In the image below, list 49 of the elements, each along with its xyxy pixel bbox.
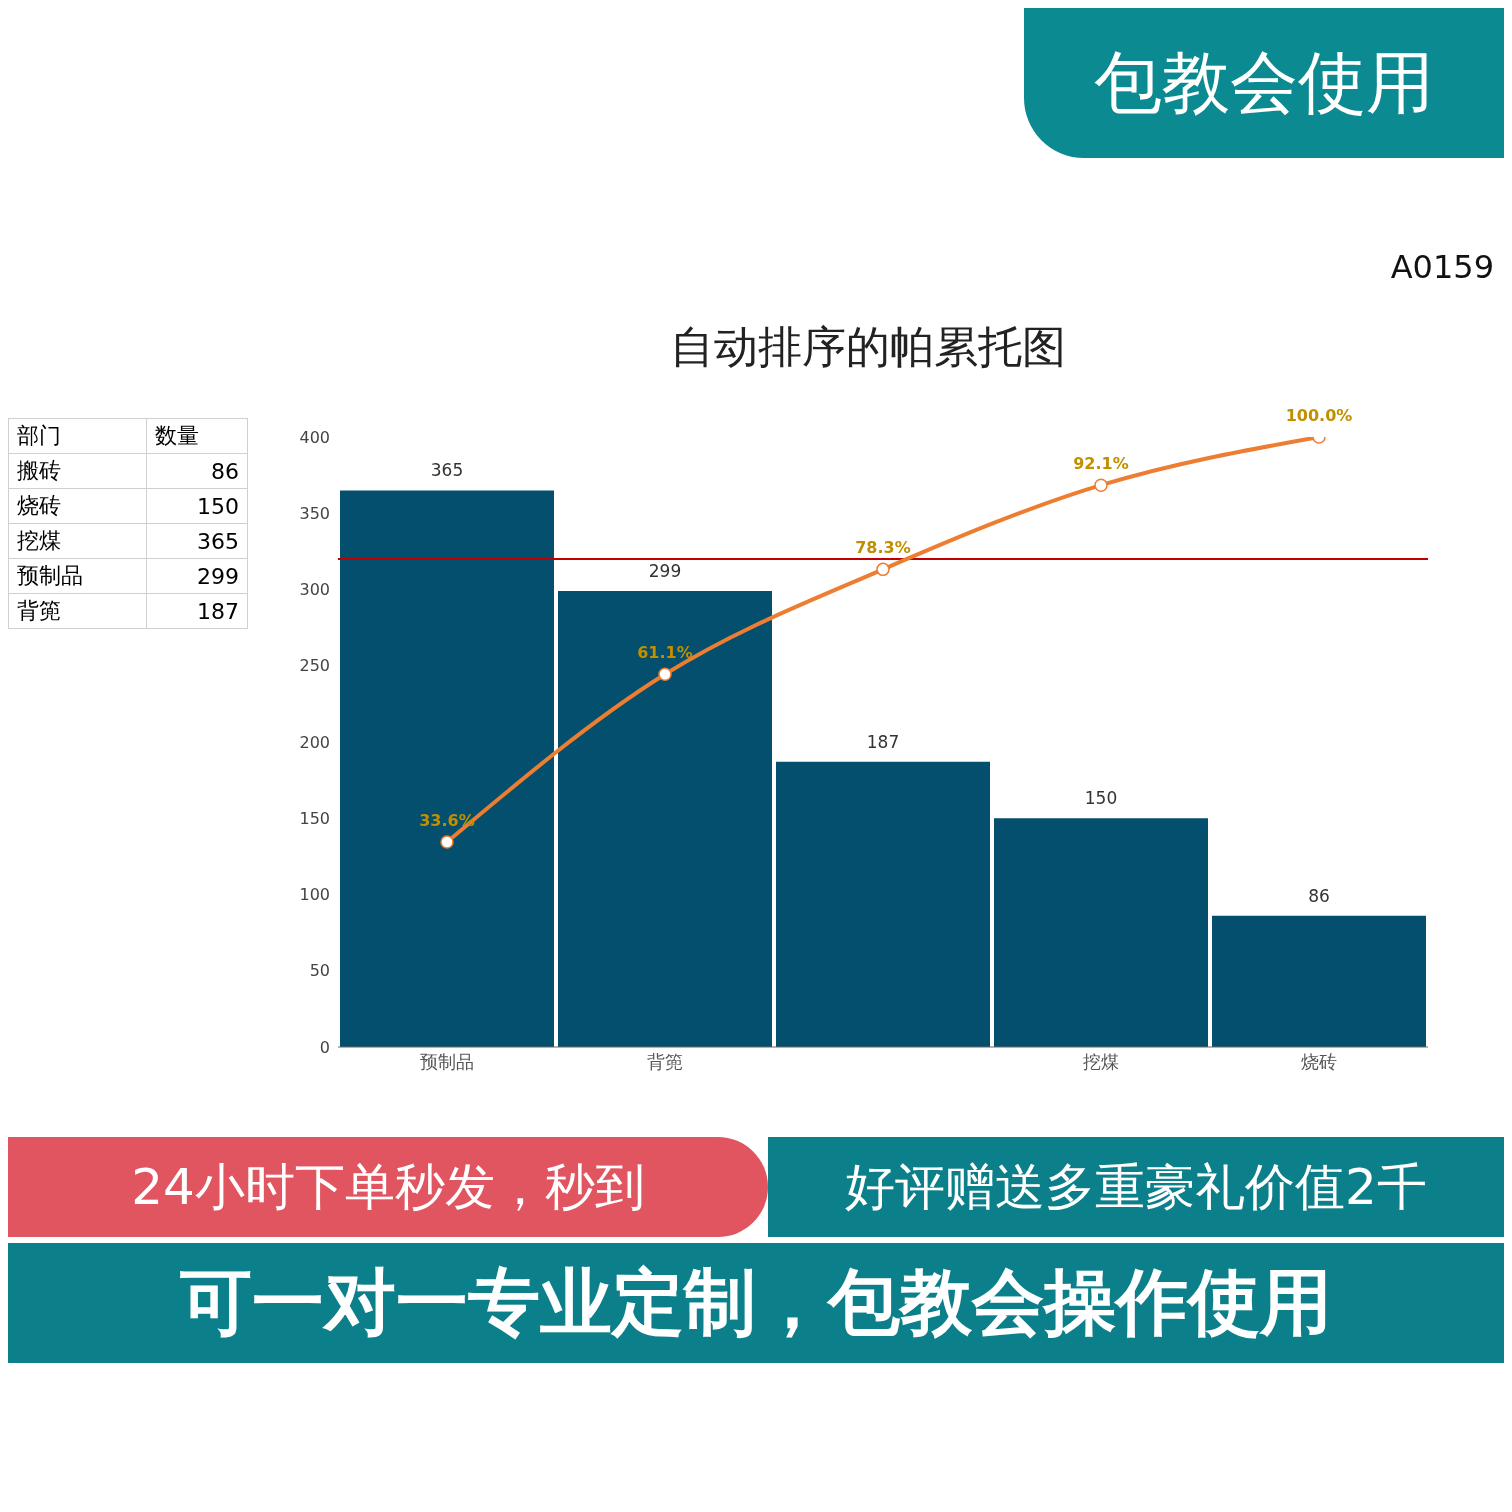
point <box>876 562 890 577</box>
x-tick-label: 烧砖 <box>1301 1050 1337 1072</box>
y-tick-label: 50 <box>309 961 330 981</box>
data-label: 86 <box>146 453 248 489</box>
data-label: 187 <box>146 593 248 629</box>
x-tick-label: 背篼 <box>647 1050 683 1072</box>
text: 可一对一专业定制，包教会操作使用 <box>8 1243 1504 1363</box>
data-label: 299 <box>146 558 248 594</box>
text: 好评赠送多重豪礼价值2千 <box>768 1137 1504 1237</box>
y-tick-label: 300 <box>299 580 330 600</box>
data-label: 100.0% <box>1285 406 1353 425</box>
x-tick-label: 预制品 <box>420 1050 474 1072</box>
bar <box>776 761 990 1047</box>
y-tick-label: 100 <box>299 885 330 905</box>
data-label: 92.1% <box>1073 454 1129 474</box>
y-tick-label: 200 <box>299 732 330 752</box>
text: 数量 <box>146 418 248 454</box>
text: A0159 <box>1390 248 1494 286</box>
data-label: 86 <box>1308 885 1330 906</box>
y-tick-label: 150 <box>299 808 330 828</box>
category-label: 预制品 <box>8 558 147 594</box>
data-label: 299 <box>648 561 682 582</box>
data-label: 61.1% <box>637 643 693 663</box>
x-tick-label: 挖煤 <box>1083 1050 1119 1072</box>
category-label: 挖煤 <box>8 523 147 559</box>
y-tick-label: 400 <box>299 427 330 447</box>
point <box>1094 478 1108 492</box>
y-tick-label: 350 <box>299 503 330 523</box>
bar <box>558 591 772 1047</box>
data-label: 150 <box>1084 788 1118 809</box>
data-label: 187 <box>866 731 900 752</box>
text: 24小时下单秒发，秒到 <box>8 1137 768 1237</box>
point <box>440 835 454 849</box>
y-tick-label: 0 <box>319 1037 330 1057</box>
point <box>658 667 672 682</box>
text: 包教会使用 <box>1024 8 1504 158</box>
y-tick-label: 250 <box>299 656 330 676</box>
data-label: 365 <box>430 460 464 481</box>
data-label: 150 <box>146 488 248 524</box>
data-label: 78.3% <box>855 538 911 558</box>
data-label: 365 <box>146 523 248 559</box>
category-label: 背篼 <box>8 593 147 629</box>
category-label: 搬砖 <box>8 453 147 489</box>
bar <box>340 490 554 1047</box>
category-label: 烧砖 <box>8 488 147 524</box>
bar <box>994 818 1208 1047</box>
text: 部门 <box>8 418 147 454</box>
chart-title: 自动排序的帕累托图 <box>669 320 1067 374</box>
bar <box>1212 915 1426 1047</box>
